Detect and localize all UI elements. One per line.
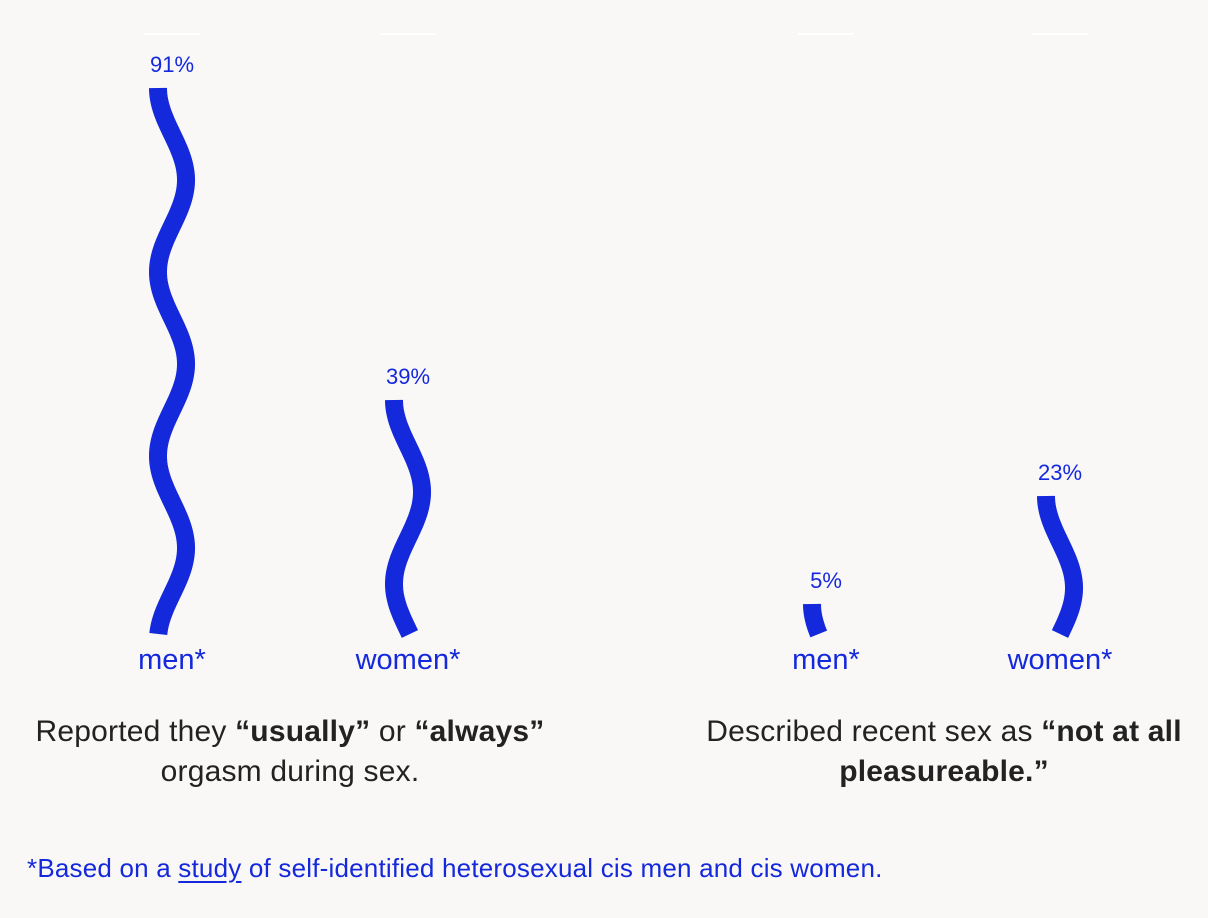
study-link[interactable]: study: [178, 853, 242, 883]
bar-1-women: [384, 399, 432, 638]
bar-2-men: [803, 603, 828, 638]
caption-2-bold: “not at all pleasureable.”: [839, 715, 1182, 788]
category-label: men*: [792, 644, 860, 676]
caption-2-pre: Described recent sex as: [706, 715, 1042, 748]
category-label: women*: [355, 644, 461, 676]
chart-1-caption: Reported they “usually” or “always” orga…: [10, 712, 570, 792]
footnote-post: of self-identified heterosexual cis men …: [241, 853, 883, 883]
caption-1-pre: Reported they: [35, 715, 236, 748]
bar-1-men: [148, 87, 196, 636]
footnote-pre: *Based on a: [27, 853, 179, 883]
value-label: 39%: [386, 364, 430, 389]
bar-2-women: [1037, 495, 1084, 638]
category-label: men*: [138, 644, 206, 676]
chart-2-caption: Described recent sex as “not at all plea…: [680, 712, 1208, 792]
category-label: women*: [1007, 644, 1113, 676]
footnote: *Based on a study of self-identified het…: [27, 853, 883, 884]
value-label: 23%: [1038, 460, 1082, 485]
value-label: 5%: [810, 568, 842, 593]
caption-1-bold-usually: “usually”: [235, 715, 371, 748]
value-label: 91%: [150, 52, 194, 77]
caption-1-mid: or: [370, 715, 415, 748]
caption-1-bold-always: “always”: [414, 715, 545, 748]
caption-1-post: orgasm during sex.: [160, 755, 420, 788]
